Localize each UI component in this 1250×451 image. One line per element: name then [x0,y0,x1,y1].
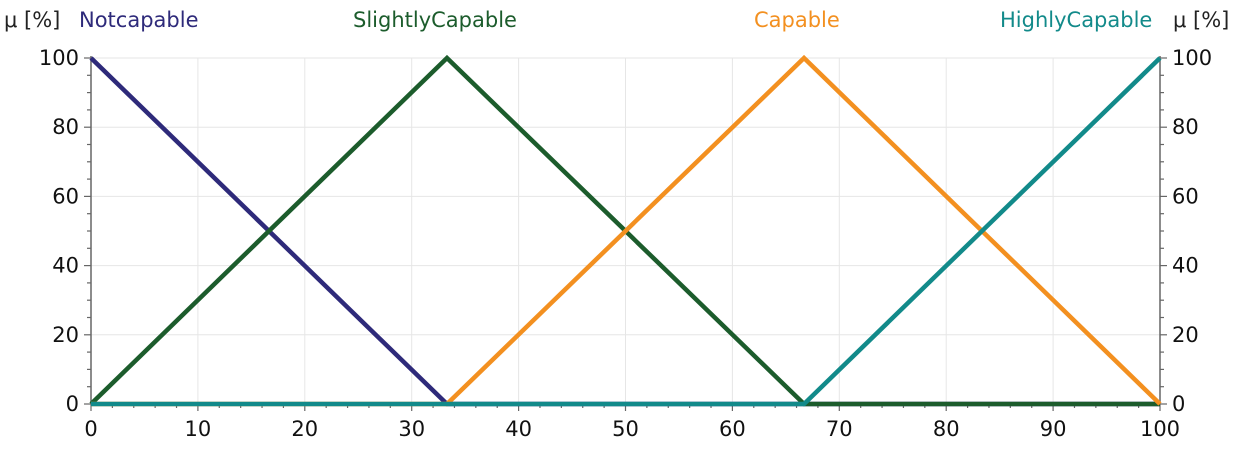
x-tick-label: 40 [505,417,532,441]
series-lines [89,54,1162,407]
series-label-slightlycapable: SlightlyCapable [353,8,517,32]
y-tick-label-right: 20 [1172,323,1199,347]
x-tick-label: 100 [1140,417,1180,441]
x-tick-label: 10 [185,417,212,441]
y-tick-label-left: 0 [66,392,79,416]
x-tick-label: 80 [933,417,960,441]
y-tick-label-left: 40 [52,254,79,278]
series-label-capable: Capable [754,8,840,32]
x-tick-label: 30 [398,417,425,441]
y-tick-label-left: 60 [52,184,79,208]
x-tick-label: 60 [719,417,746,441]
series-line-highlycapable [91,56,1162,407]
y-tick-label-right: 40 [1172,254,1199,278]
y-tick-label-right: 100 [1172,46,1212,70]
x-tick-label: 50 [612,417,639,441]
y-tick-label-right: 60 [1172,184,1199,208]
x-tick-label: 90 [1040,417,1067,441]
grid [91,57,1160,404]
y-tick-label-left: 100 [39,46,79,70]
series-label-notcapable: Notcapable [79,8,199,32]
y-tick-label-left: 80 [52,115,79,139]
y-tick-label-right: 80 [1172,115,1199,139]
x-tick-label: 20 [291,417,318,441]
y-axis-label-left: μ [%] [4,8,60,32]
x-tick-label: 70 [826,417,853,441]
y-tick-label-right: 0 [1172,392,1185,416]
y-tick-label-left: 20 [52,323,79,347]
y-axis-label-right: μ [%] [1173,8,1229,32]
series-label-highlycapable: HighlyCapable [1000,8,1152,32]
x-tick-label: 0 [84,417,97,441]
